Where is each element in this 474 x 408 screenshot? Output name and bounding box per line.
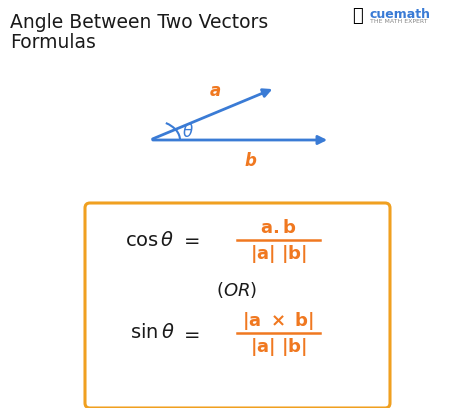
Text: Angle Between Two Vectors: Angle Between Two Vectors [10,13,268,32]
Text: $=$: $=$ [180,231,200,250]
Text: $\cos\theta$: $\cos\theta$ [126,231,175,250]
Text: $\mathbf{a.b}$: $\mathbf{a.b}$ [260,219,296,237]
Text: $\mathbf{|a\ \times\ b|}$: $\mathbf{|a\ \times\ b|}$ [242,310,314,332]
Text: $\mathbf{|a|\ |b|}$: $\mathbf{|a|\ |b|}$ [250,336,306,358]
Text: $(OR)$: $(OR)$ [217,280,257,300]
Text: Formulas: Formulas [10,33,96,52]
Text: a: a [210,82,220,100]
Text: 🚀: 🚀 [352,7,363,25]
Text: $=$: $=$ [180,324,200,342]
Text: $\sin\theta$: $\sin\theta$ [130,324,175,342]
Text: $\mathbf{|a|\ |b|}$: $\mathbf{|a|\ |b|}$ [250,243,306,265]
Text: b: b [244,152,256,170]
FancyBboxPatch shape [85,203,390,408]
Text: THE MATH EXPERT: THE MATH EXPERT [370,19,428,24]
Text: cuemath: cuemath [370,8,431,21]
Text: $\theta$: $\theta$ [182,123,194,141]
